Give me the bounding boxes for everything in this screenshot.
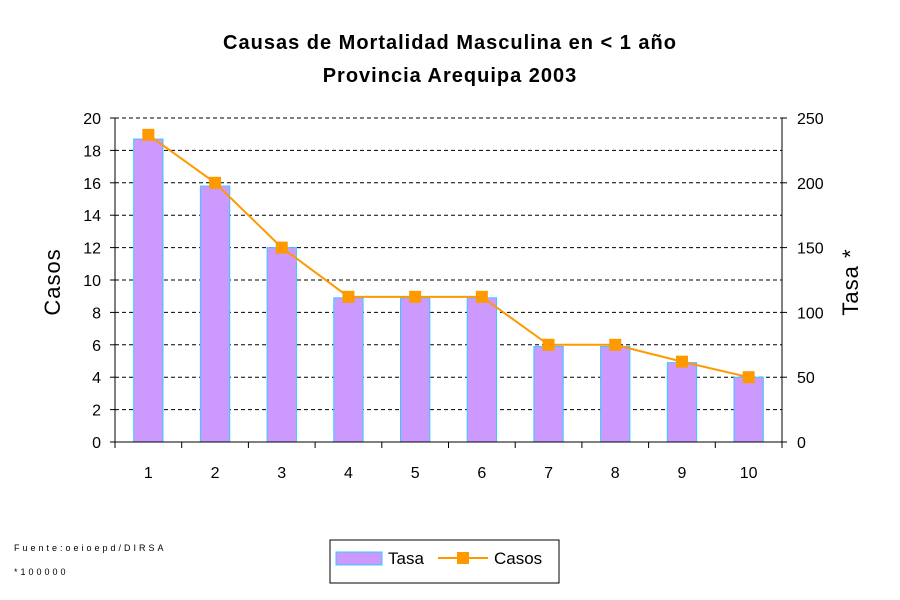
x-tick-label: 2 — [211, 465, 220, 482]
point-casos — [342, 290, 355, 303]
bar-tasa — [733, 376, 764, 443]
y2-tick-label: 0 — [797, 435, 806, 452]
bar-tasa — [466, 297, 498, 443]
x-tick-label: 8 — [611, 465, 620, 482]
y-tick-label: 4 — [92, 370, 101, 387]
bar-tasa — [399, 297, 431, 443]
y2-tick-label: 150 — [797, 241, 824, 258]
line-series-casos — [142, 128, 755, 384]
x-tick-label: 9 — [677, 465, 686, 482]
x-tick-label: 3 — [277, 465, 286, 482]
source-footnote: Fuente:oeioepd/DIRSA — [14, 543, 167, 553]
y-axis-label: Casos — [40, 248, 65, 315]
x-tick-label: 10 — [740, 465, 758, 482]
line-casos — [147, 134, 749, 379]
y-tick-label: 2 — [92, 403, 101, 420]
bar-series-tasa — [133, 138, 764, 443]
y-tick-label: 0 — [92, 435, 101, 452]
bar-tasa — [333, 297, 364, 443]
y2-tick-label: 250 — [797, 111, 824, 128]
bar-tasa — [133, 138, 164, 443]
y-tick-label: 18 — [83, 143, 101, 160]
y2-axis-label: Tasa * — [838, 248, 863, 315]
legend-label-casos: Casos — [494, 549, 542, 568]
y-tick-label: 20 — [83, 111, 101, 128]
point-casos — [675, 355, 688, 368]
chart-title: Causas de Mortalidad Masculina en < 1 añ… — [223, 32, 677, 54]
point-casos — [209, 176, 222, 189]
x-tick-label: 5 — [411, 465, 420, 482]
bar-tasa — [600, 345, 631, 443]
point-casos — [475, 290, 488, 303]
bar-tasa — [199, 185, 231, 443]
bar-tasa — [666, 362, 698, 443]
point-casos — [609, 338, 622, 351]
y2-tick-label: 50 — [797, 370, 815, 387]
axes — [110, 117, 787, 448]
bar-tasa — [266, 247, 297, 443]
y-tick-label: 8 — [92, 305, 101, 322]
y-tick-label: 12 — [83, 241, 101, 258]
x-tick-label: 6 — [477, 465, 486, 482]
chart-subtitle: Provincia Arequipa 2003 — [323, 65, 578, 87]
point-casos — [275, 241, 288, 254]
y2-tick-label: 200 — [797, 176, 824, 193]
x-tick-label: 7 — [544, 465, 553, 482]
scale-footnote: *100000 — [14, 567, 69, 577]
legend: Tasa Casos — [329, 539, 560, 584]
y-tick-label: 6 — [92, 338, 101, 355]
y-tick-label: 14 — [83, 208, 101, 225]
bar-tasa — [533, 345, 564, 443]
legend-label-tasa: Tasa — [388, 549, 424, 568]
y-tick-label: 10 — [83, 273, 101, 290]
legend-swatch-tasa — [335, 551, 383, 566]
legend-marker-casos — [457, 552, 469, 564]
x-tick-label: 1 — [144, 465, 153, 482]
point-casos — [742, 371, 755, 384]
point-casos — [409, 290, 422, 303]
y-tick-label: 16 — [83, 176, 101, 193]
y2-tick-label: 100 — [797, 305, 824, 322]
x-tick-label: 4 — [344, 465, 353, 482]
point-casos — [542, 338, 555, 351]
point-casos — [142, 128, 155, 141]
